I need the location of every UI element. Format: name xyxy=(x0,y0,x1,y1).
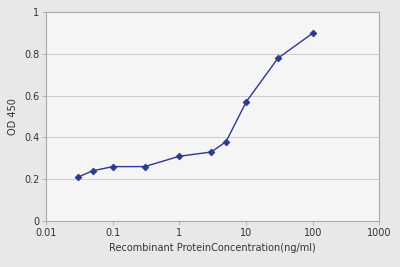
X-axis label: Recombinant ProteinConcentration(ng/ml): Recombinant ProteinConcentration(ng/ml) xyxy=(110,243,316,253)
Y-axis label: OD 450: OD 450 xyxy=(8,98,18,135)
